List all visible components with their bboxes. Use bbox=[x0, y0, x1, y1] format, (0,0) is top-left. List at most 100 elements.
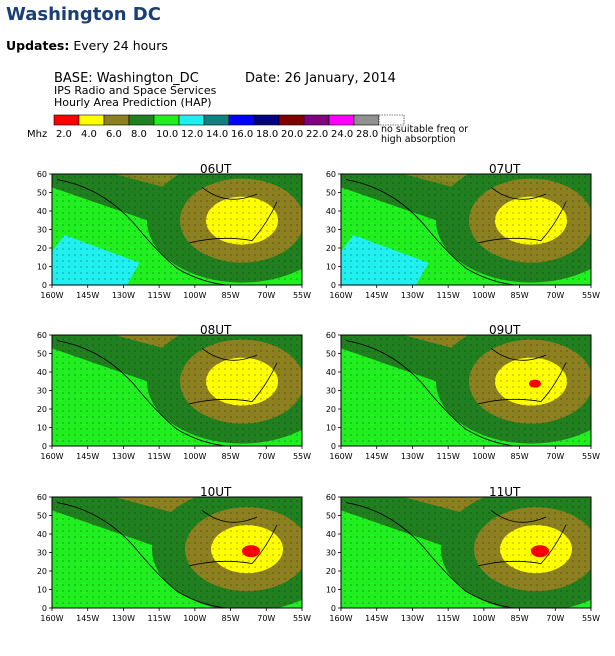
y-tick-label: 50 bbox=[326, 189, 336, 198]
x-tick-label: 55W bbox=[582, 291, 600, 300]
hap-panel-09ut: 09UT 0 10 20 30 40 50 60 160W 145W 130W 115W 100W 85W… bbox=[326, 323, 600, 461]
legend-swatch bbox=[253, 114, 280, 126]
base-line: BASE: Washington_DC bbox=[54, 71, 199, 86]
x-tick-label: 145W bbox=[76, 452, 99, 461]
x-tick-label: 130W bbox=[112, 291, 135, 300]
legend-label: 6.0 bbox=[106, 129, 122, 140]
panel-time-label: 06UT bbox=[200, 162, 232, 176]
x-tick-label: 145W bbox=[76, 291, 99, 300]
x-tick-label: 145W bbox=[365, 291, 388, 300]
hap-panel-06ut: 06UT 0 10 20 30 40 50 60 160W 145W 130W 115W 100W 85W… bbox=[37, 162, 311, 300]
legend-no-freq-line2: high absorption bbox=[381, 134, 455, 145]
x-tick-label: 55W bbox=[293, 291, 311, 300]
legend-unit: Mhz bbox=[27, 129, 47, 140]
hap-panel-11ut: 11UT 0 10 20 30 40 50 60 160W 145W 130W 115W 100W 85W… bbox=[326, 485, 600, 623]
frequency-legend: 2.0 4.0 6.0 8.0 10.0 12.0 14.0 16.0 18.0 20.0 22.0… bbox=[27, 114, 468, 145]
legend-label: 10.0 bbox=[156, 129, 178, 140]
y-tick-label: 0 bbox=[331, 604, 336, 613]
y-tick-label: 40 bbox=[326, 207, 336, 216]
x-tick-label: 160W bbox=[329, 452, 352, 461]
legend-swatch bbox=[153, 114, 180, 126]
y-tick-label: 0 bbox=[42, 604, 47, 613]
y-tick-label: 10 bbox=[37, 424, 47, 433]
legend-label: 20.0 bbox=[281, 129, 303, 140]
y-tick-label: 50 bbox=[326, 350, 336, 359]
x-tick-label: 115W bbox=[148, 291, 171, 300]
x-tick-label: 100W bbox=[183, 452, 206, 461]
y-tick-label: 10 bbox=[37, 586, 47, 595]
hap-panel-10ut: 10UT 0 10 20 30 40 50 60 160W 145W 130W 115W 100W 85W… bbox=[37, 485, 311, 623]
y-tick-label: 50 bbox=[326, 512, 336, 521]
hap-panel-07ut: 07UT 0 10 20 30 40 50 60 160W 145W 130W 115W 100W 85W… bbox=[326, 162, 600, 300]
x-tick-label: 85W bbox=[511, 452, 529, 461]
legend-label: 2.0 bbox=[56, 129, 72, 140]
x-tick-label: 100W bbox=[472, 291, 495, 300]
org-line: IPS Radio and Space Services bbox=[54, 84, 217, 97]
x-tick-label: 85W bbox=[511, 614, 529, 623]
x-tick-label: 70W bbox=[257, 291, 275, 300]
x-tick-label: 70W bbox=[546, 291, 564, 300]
panel-time-label: 09UT bbox=[489, 323, 521, 337]
y-tick-label: 20 bbox=[37, 405, 47, 414]
y-tick-label: 10 bbox=[326, 263, 336, 272]
product-line: Hourly Area Prediction (HAP) bbox=[54, 96, 212, 109]
legend-swatch-no-freq bbox=[378, 114, 405, 126]
x-tick-label: 100W bbox=[183, 614, 206, 623]
y-tick-label: 60 bbox=[326, 331, 336, 340]
x-tick-label: 130W bbox=[401, 614, 424, 623]
x-tick-label: 55W bbox=[293, 452, 311, 461]
x-tick-label: 160W bbox=[40, 291, 63, 300]
y-tick-label: 40 bbox=[326, 530, 336, 539]
x-tick-label: 100W bbox=[472, 452, 495, 461]
y-tick-label: 30 bbox=[37, 387, 47, 396]
y-tick-label: 20 bbox=[326, 405, 336, 414]
y-tick-label: 60 bbox=[37, 331, 47, 340]
x-tick-label: 115W bbox=[437, 614, 460, 623]
x-tick-label: 55W bbox=[293, 614, 311, 623]
panel-time-label: 10UT bbox=[200, 485, 232, 499]
legend-label: 18.0 bbox=[256, 129, 278, 140]
page-title: Washington DC bbox=[6, 4, 161, 25]
y-tick-label: 0 bbox=[42, 442, 47, 451]
y-tick-label: 30 bbox=[326, 226, 336, 235]
x-tick-label: 130W bbox=[401, 291, 424, 300]
y-tick-label: 50 bbox=[37, 350, 47, 359]
legend-label: 4.0 bbox=[81, 129, 97, 140]
y-tick-label: 60 bbox=[326, 170, 336, 179]
x-tick-label: 85W bbox=[222, 291, 240, 300]
x-tick-label: 130W bbox=[112, 614, 135, 623]
legend-label: 12.0 bbox=[181, 129, 203, 140]
y-tick-label: 60 bbox=[37, 170, 47, 179]
x-tick-label: 160W bbox=[329, 291, 352, 300]
legend-label: 22.0 bbox=[306, 129, 328, 140]
y-tick-label: 60 bbox=[37, 493, 47, 502]
x-tick-label: 160W bbox=[40, 614, 63, 623]
legend-label: 24.0 bbox=[331, 129, 353, 140]
x-tick-label: 70W bbox=[257, 614, 275, 623]
panels-grid: 06UT 0 10 20 30 40 50 60 160W 145W 130W 115W 100W 85W… bbox=[37, 162, 600, 623]
x-tick-label: 130W bbox=[401, 452, 424, 461]
legend-swatch bbox=[278, 114, 305, 126]
x-tick-label: 115W bbox=[437, 452, 460, 461]
x-tick-label: 145W bbox=[365, 614, 388, 623]
x-tick-label: 100W bbox=[472, 614, 495, 623]
legend-swatch bbox=[328, 114, 355, 126]
y-tick-label: 20 bbox=[326, 567, 336, 576]
y-tick-label: 30 bbox=[37, 226, 47, 235]
x-tick-label: 85W bbox=[222, 452, 240, 461]
y-tick-label: 20 bbox=[37, 567, 47, 576]
y-tick-label: 50 bbox=[37, 189, 47, 198]
y-tick-label: 40 bbox=[37, 368, 47, 377]
legend-swatch bbox=[178, 114, 205, 126]
legend-label: 8.0 bbox=[131, 129, 147, 140]
x-tick-label: 145W bbox=[365, 452, 388, 461]
x-tick-label: 55W bbox=[582, 614, 600, 623]
x-tick-label: 115W bbox=[437, 291, 460, 300]
x-tick-label: 160W bbox=[329, 614, 352, 623]
x-tick-label: 70W bbox=[257, 452, 275, 461]
hap-panel-08ut: 08UT 0 10 20 30 40 50 60 160W 145W 130W 115W 100W 85W… bbox=[37, 323, 311, 461]
panel-time-label: 11UT bbox=[489, 485, 521, 499]
y-tick-label: 0 bbox=[331, 281, 336, 290]
y-tick-label: 50 bbox=[37, 512, 47, 521]
y-tick-label: 40 bbox=[326, 368, 336, 377]
